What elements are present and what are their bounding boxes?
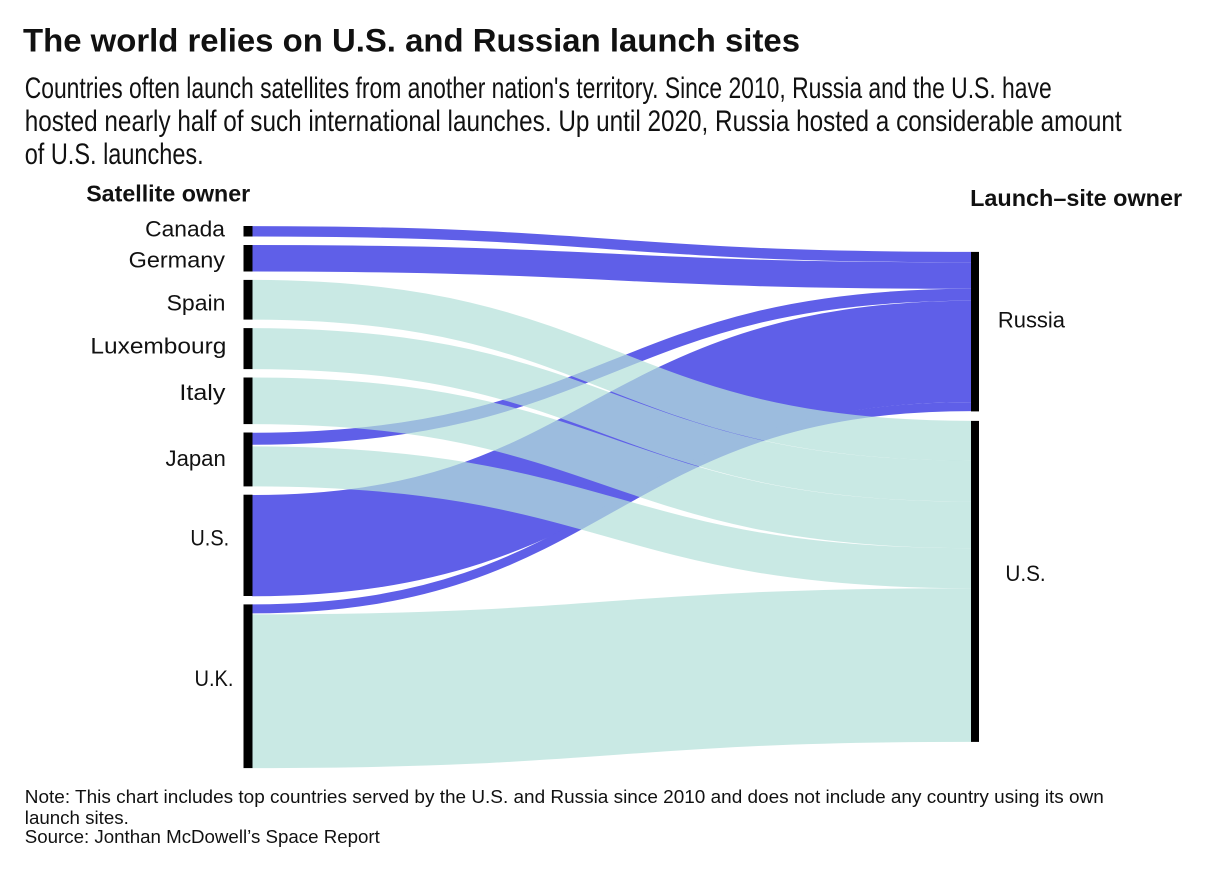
- svg-text:launch sites.: launch sites.: [25, 808, 129, 828]
- svg-text:U.S.: U.S.: [190, 525, 229, 550]
- svg-text:Spain: Spain: [167, 291, 226, 316]
- svg-text:Countries often launch satelli: Countries often launch satellites from a…: [25, 72, 1052, 105]
- svg-text:Satellite owner: Satellite owner: [86, 181, 250, 207]
- svg-text:Canada: Canada: [145, 217, 225, 242]
- svg-text:U.K.: U.K.: [195, 666, 234, 691]
- svg-text:of U.S. launches.: of U.S. launches.: [25, 138, 204, 171]
- svg-text:Germany: Germany: [129, 248, 226, 273]
- svg-text:Luxembourg: Luxembourg: [90, 334, 226, 359]
- svg-text:Launch–site owner: Launch–site owner: [970, 185, 1182, 211]
- svg-text:U.S.: U.S.: [1005, 561, 1045, 586]
- svg-text:The world relies on U.S. and R: The world relies on U.S. and Russian lau…: [23, 23, 800, 59]
- svg-text:Note: This chart includes top: Note: This chart includes top countries …: [25, 787, 1104, 807]
- svg-text:Source: Jonthan McDowell’s Spa: Source: Jonthan McDowell’s Space Report: [25, 827, 380, 847]
- svg-text:hosted nearly half of such int: hosted nearly half of such international…: [25, 105, 1123, 138]
- svg-text:Russia: Russia: [998, 307, 1066, 332]
- svg-text:Italy: Italy: [179, 380, 226, 405]
- svg-text:Japan: Japan: [166, 446, 226, 471]
